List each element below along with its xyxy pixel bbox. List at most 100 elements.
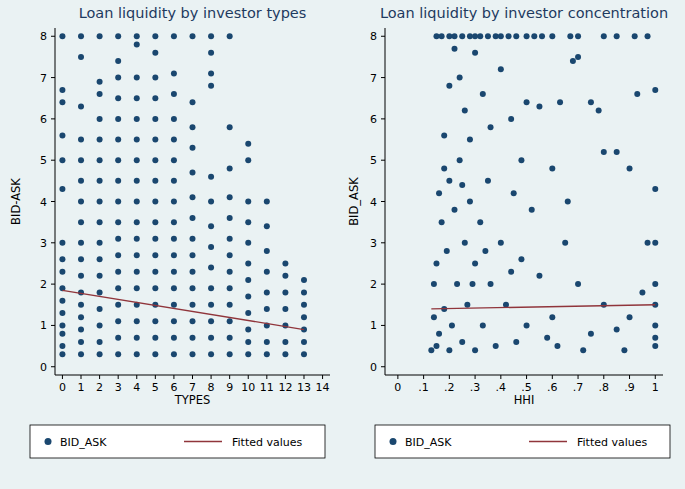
point — [452, 207, 458, 213]
point — [152, 351, 158, 357]
x-tick-label: 3 — [115, 381, 122, 394]
legend-box — [375, 425, 670, 458]
point — [462, 108, 468, 114]
point — [190, 236, 196, 242]
legend-label: Fitted values — [577, 436, 648, 449]
point — [190, 170, 196, 176]
canvas: Loan liquidity by investor types01234567… — [0, 0, 685, 489]
y-tick — [381, 118, 385, 119]
point — [134, 95, 140, 101]
x-axis-title: TYPES — [174, 393, 211, 407]
x-tick — [475, 375, 476, 379]
point — [652, 335, 658, 341]
point — [134, 33, 140, 39]
point — [152, 137, 158, 143]
point — [652, 240, 658, 246]
y-tick — [51, 284, 55, 285]
x-tick — [552, 375, 553, 379]
y-tick — [51, 36, 55, 37]
point — [549, 314, 555, 320]
y-tick-label: 7 — [40, 72, 47, 85]
point — [152, 285, 158, 291]
point — [498, 33, 504, 39]
point — [78, 157, 84, 163]
x-tick — [62, 375, 63, 379]
point — [227, 269, 233, 275]
y-tick — [51, 201, 55, 202]
point — [245, 240, 251, 246]
point — [529, 207, 535, 213]
point — [171, 236, 177, 242]
point — [97, 306, 103, 312]
point — [97, 33, 103, 39]
legend-label: Fitted values — [232, 436, 303, 449]
y-tick-label: 1 — [40, 319, 47, 332]
point — [508, 116, 514, 122]
x-tick — [629, 375, 630, 379]
point — [78, 351, 84, 357]
point — [464, 302, 470, 308]
x-tick-label: 9 — [226, 381, 233, 394]
point — [433, 343, 439, 349]
point — [645, 33, 651, 39]
point — [152, 50, 158, 56]
point — [457, 75, 463, 81]
point — [588, 331, 594, 337]
point — [171, 137, 177, 143]
point — [524, 322, 530, 328]
x-tick — [397, 375, 398, 379]
point — [480, 322, 486, 328]
point — [575, 54, 581, 60]
point — [115, 33, 121, 39]
point — [78, 54, 84, 60]
point — [115, 219, 121, 225]
point — [208, 50, 214, 56]
point — [227, 335, 233, 341]
x-tick — [118, 375, 119, 379]
point — [627, 314, 633, 320]
y-tick — [381, 201, 385, 202]
point — [171, 70, 177, 76]
point — [208, 285, 214, 291]
point — [190, 99, 196, 105]
point — [152, 95, 158, 101]
point — [652, 87, 658, 93]
point — [59, 351, 65, 357]
point — [264, 289, 270, 295]
y-tick-label: 8 — [40, 30, 47, 43]
point — [134, 116, 140, 122]
chart-panel: Loan liquidity by investor types01234567… — [9, 5, 330, 458]
point — [652, 322, 658, 328]
y-tick-label: 1 — [370, 319, 377, 332]
point — [601, 302, 607, 308]
point — [554, 343, 560, 349]
point — [59, 33, 65, 39]
point — [59, 331, 65, 337]
point — [227, 252, 233, 258]
point — [264, 223, 270, 229]
y-tick — [381, 325, 385, 326]
point — [134, 252, 140, 258]
point — [97, 339, 103, 345]
y-tick-label: 3 — [370, 237, 377, 250]
point — [97, 256, 103, 262]
point — [477, 33, 483, 39]
point — [115, 157, 121, 163]
point — [227, 215, 233, 221]
x-tick-label: 4 — [133, 381, 140, 394]
point — [431, 314, 437, 320]
point — [282, 339, 288, 345]
x-tick-label: .9 — [624, 381, 635, 394]
y-tick-label: 0 — [40, 361, 47, 374]
point — [59, 322, 65, 328]
x-tick — [248, 375, 249, 379]
point — [506, 33, 512, 39]
point — [59, 240, 65, 246]
point — [78, 219, 84, 225]
point — [97, 116, 103, 122]
point — [614, 149, 620, 155]
x-tick — [500, 375, 501, 379]
point — [245, 339, 251, 345]
point — [134, 178, 140, 184]
point — [575, 281, 581, 287]
